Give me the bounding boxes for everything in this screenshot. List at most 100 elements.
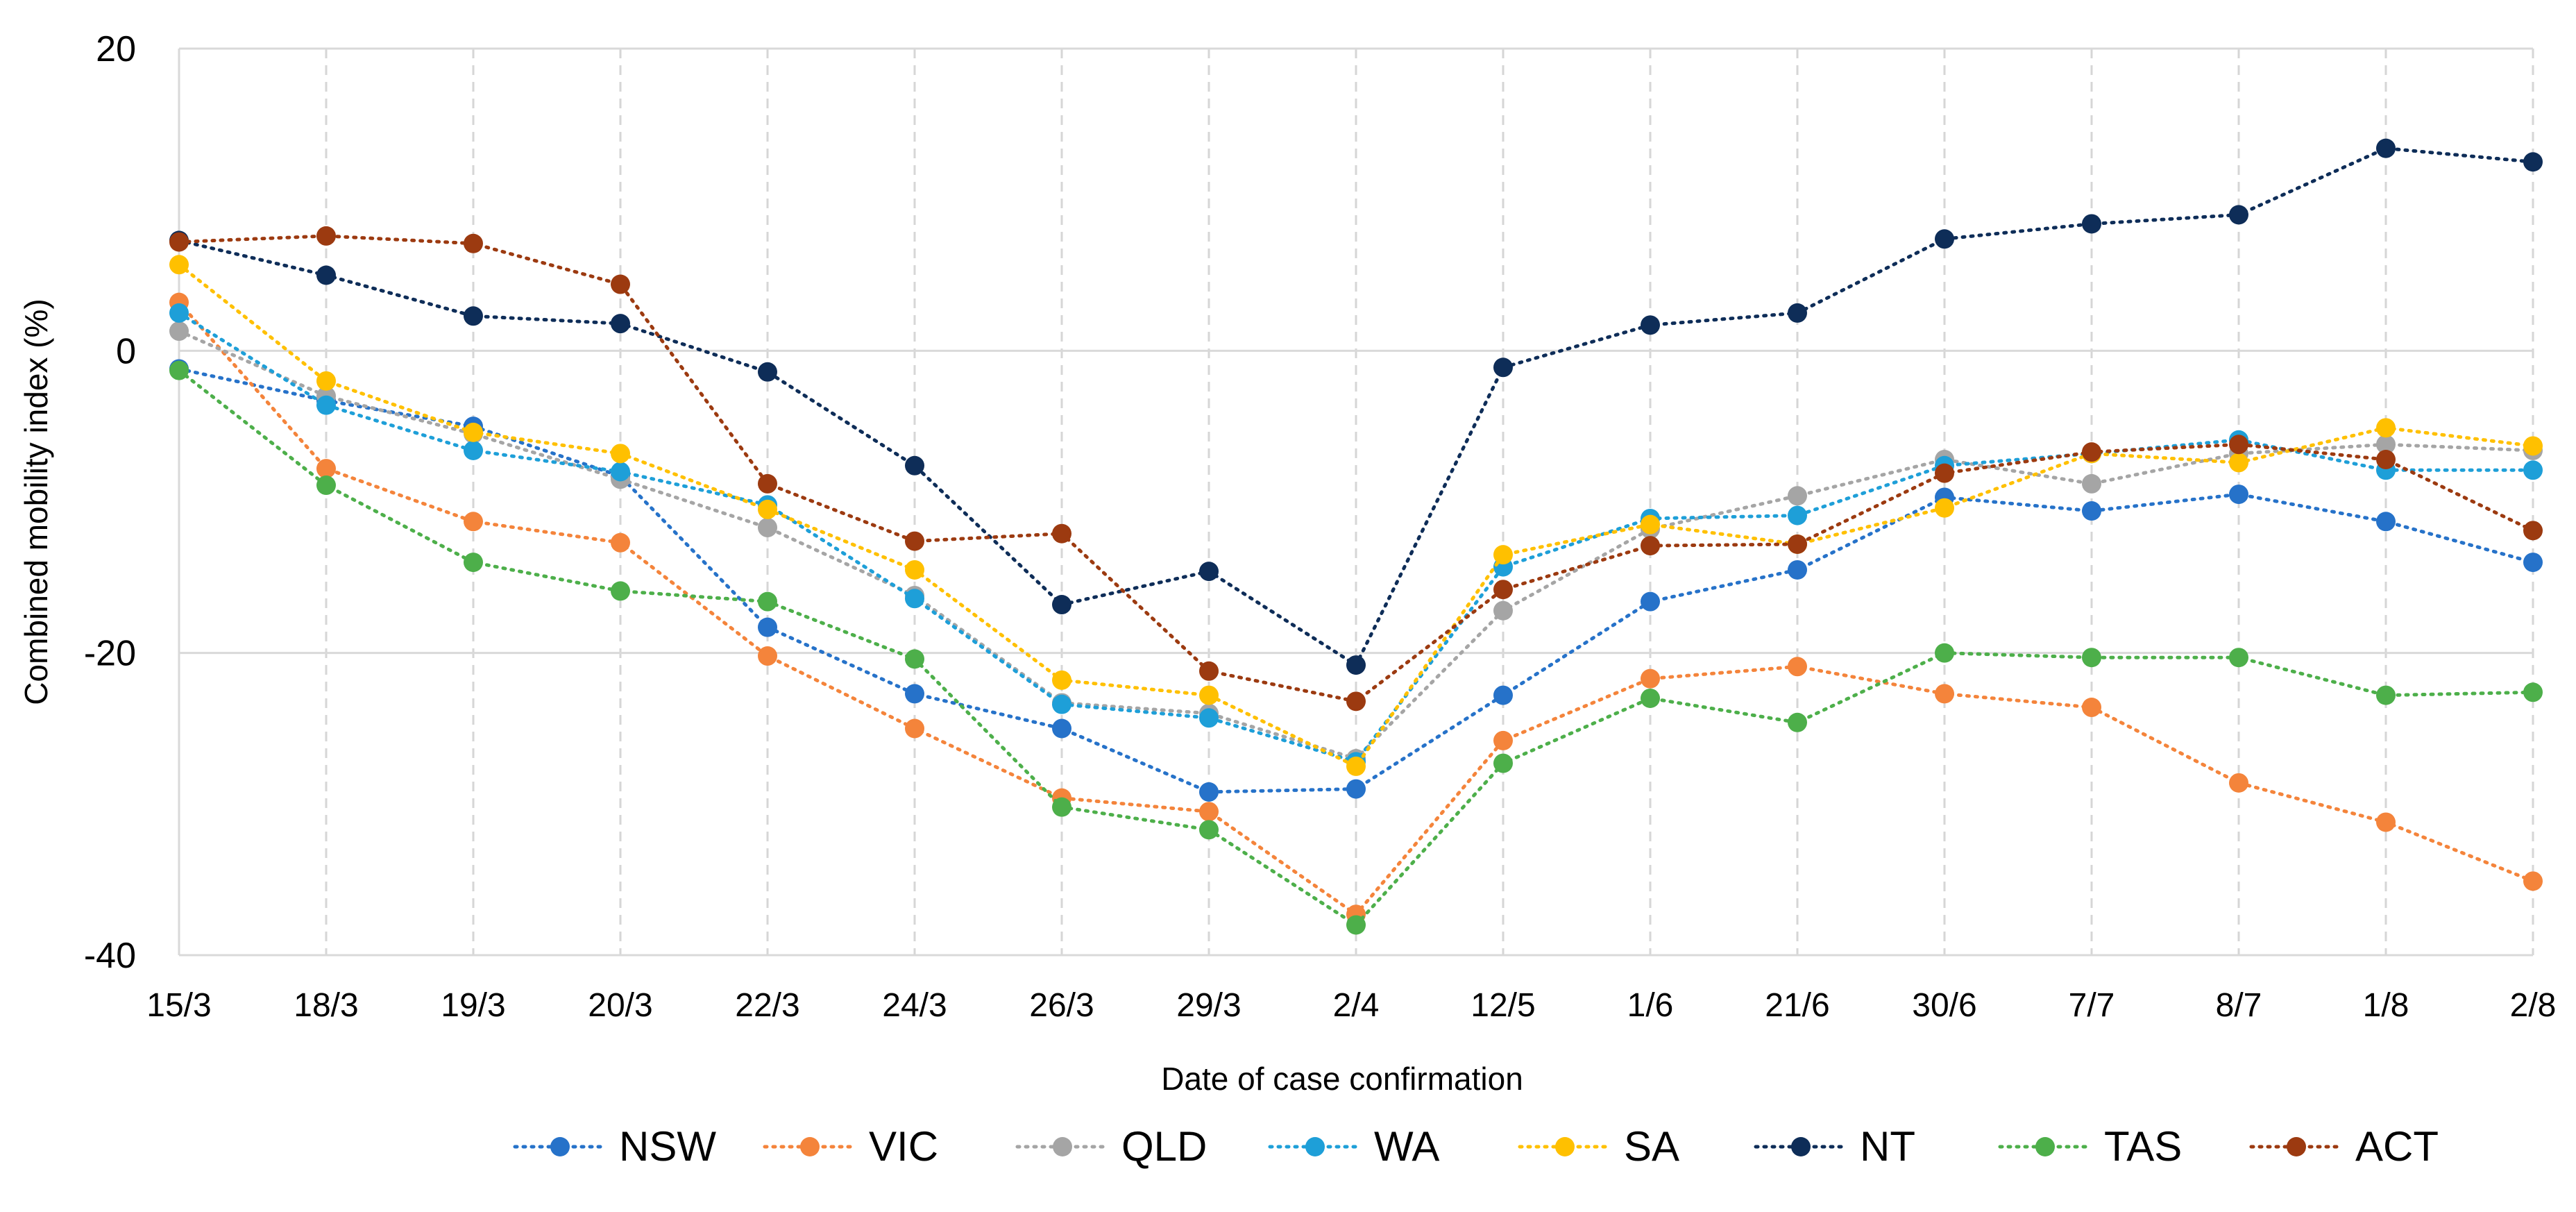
data-point-sa-29-3: [1199, 685, 1219, 705]
legend-label-vic: VIC: [869, 1123, 938, 1170]
data-point-act-1-6: [1641, 536, 1660, 556]
x-tick-label: 18/3: [294, 987, 358, 1024]
data-point-tas-20-3: [611, 581, 630, 601]
data-point-tas-7-7: [2082, 648, 2101, 668]
data-point-wa-21-6: [1788, 505, 1807, 525]
data-point-nt-30-6: [1935, 229, 1954, 249]
legend-label-sa: SA: [1624, 1123, 1679, 1170]
x-tick-label: 8/7: [2216, 987, 2262, 1024]
legend-marker-vic: [800, 1137, 820, 1156]
data-point-nt-12-5: [1493, 357, 1513, 378]
data-point-vic-19-3: [464, 512, 483, 532]
legend-marker-qld: [1053, 1137, 1072, 1156]
legend-label-nsw: NSW: [619, 1123, 716, 1170]
data-point-sa-8-7: [2229, 453, 2248, 473]
data-point-nt-2-4: [1346, 655, 1366, 675]
data-point-nsw-22-3: [758, 617, 777, 637]
data-point-sa-26-3: [1052, 670, 1071, 690]
legend-marker-sa: [1555, 1137, 1575, 1156]
y-tick-label: 20: [96, 29, 136, 69]
data-point-act-15-3: [169, 232, 189, 252]
data-point-sa-15-3: [169, 255, 189, 275]
data-point-sa-22-3: [758, 499, 777, 519]
data-point-nsw-2-8: [2523, 553, 2543, 573]
data-point-tas-1-8: [2376, 685, 2396, 705]
data-point-nsw-7-7: [2082, 501, 2101, 521]
data-point-tas-2-8: [2523, 682, 2543, 702]
data-point-nt-22-3: [758, 362, 777, 382]
data-point-act-24-3: [905, 531, 924, 551]
legend-item-wa: WA: [1268, 1123, 1439, 1170]
x-tick-label: 22/3: [735, 987, 799, 1024]
legend-item-tas: TAS: [1998, 1123, 2182, 1170]
y-tick-label: -20: [84, 634, 136, 674]
data-point-tas-18-3: [316, 475, 336, 496]
legend-label-tas: TAS: [2104, 1123, 2182, 1170]
data-point-wa-24-3: [905, 589, 924, 609]
data-point-tas-19-3: [464, 553, 483, 573]
data-point-sa-20-3: [611, 444, 630, 464]
data-point-nt-2-8: [2523, 152, 2543, 172]
data-point-vic-2-8: [2523, 871, 2543, 891]
data-point-qld-21-6: [1788, 486, 1807, 506]
data-point-sa-24-3: [905, 559, 924, 580]
data-point-nsw-29-3: [1199, 782, 1219, 802]
legend-marker-nsw: [550, 1137, 570, 1156]
y-axis-title: Combined mobility index (%): [18, 298, 54, 705]
data-point-tas-26-3: [1052, 797, 1071, 817]
data-point-act-18-3: [316, 226, 336, 246]
data-point-vic-12-5: [1493, 730, 1513, 750]
data-point-wa-26-3: [1052, 694, 1071, 714]
y-tick-label: 0: [116, 331, 136, 371]
x-tick-label: 7/7: [2069, 987, 2115, 1024]
data-point-qld-15-3: [169, 321, 189, 342]
x-tick-label: 1/6: [1627, 987, 1674, 1024]
data-point-vic-29-3: [1199, 802, 1219, 822]
data-point-nt-19-3: [464, 306, 483, 326]
data-point-vic-20-3: [611, 532, 630, 553]
data-point-nt-21-6: [1788, 303, 1807, 323]
x-tick-label: 26/3: [1029, 987, 1094, 1024]
data-point-nsw-1-6: [1641, 591, 1660, 612]
data-point-sa-18-3: [316, 371, 336, 391]
data-point-tas-8-7: [2229, 648, 2248, 668]
x-tick-label: 24/3: [882, 987, 947, 1024]
x-tick-label: 21/6: [1765, 987, 1829, 1024]
x-tick-label: 29/3: [1176, 987, 1241, 1024]
data-point-tas-12-5: [1493, 753, 1513, 773]
data-point-tas-29-3: [1199, 820, 1219, 840]
data-point-sa-19-3: [464, 422, 483, 442]
data-point-tas-21-6: [1788, 712, 1807, 732]
data-point-wa-18-3: [316, 395, 336, 415]
data-point-act-21-6: [1788, 534, 1807, 554]
data-point-vic-1-6: [1641, 668, 1660, 689]
data-point-act-26-3: [1052, 523, 1071, 544]
x-tick-label: 1/8: [2363, 987, 2409, 1024]
data-point-act-19-3: [464, 233, 483, 253]
data-point-wa-29-3: [1199, 708, 1219, 728]
data-point-act-2-4: [1346, 691, 1366, 712]
data-point-tas-15-3: [169, 360, 189, 380]
data-point-act-12-5: [1493, 580, 1513, 600]
data-point-tas-24-3: [905, 649, 924, 669]
data-point-nt-24-3: [905, 455, 924, 475]
x-tick-label: 19/3: [441, 987, 505, 1024]
data-point-nsw-21-6: [1788, 559, 1807, 580]
data-point-wa-15-3: [169, 303, 189, 323]
data-point-vic-30-6: [1935, 684, 1954, 704]
series-line-sa: [177, 262, 2535, 769]
data-point-wa-2-8: [2523, 460, 2543, 480]
data-point-tas-22-3: [758, 591, 777, 612]
data-point-nsw-8-7: [2229, 485, 2248, 505]
data-point-vic-24-3: [905, 718, 924, 739]
data-point-vic-1-8: [2376, 812, 2396, 832]
legend-label-qld: QLD: [1121, 1123, 1207, 1170]
data-point-nt-8-7: [2229, 205, 2248, 225]
data-point-act-29-3: [1199, 661, 1219, 681]
data-point-tas-2-4: [1346, 915, 1366, 935]
data-point-nt-26-3: [1052, 595, 1071, 615]
data-point-sa-2-8: [2523, 436, 2543, 456]
data-point-nt-29-3: [1199, 562, 1219, 582]
data-point-act-8-7: [2229, 435, 2248, 455]
data-point-nsw-12-5: [1493, 685, 1513, 705]
